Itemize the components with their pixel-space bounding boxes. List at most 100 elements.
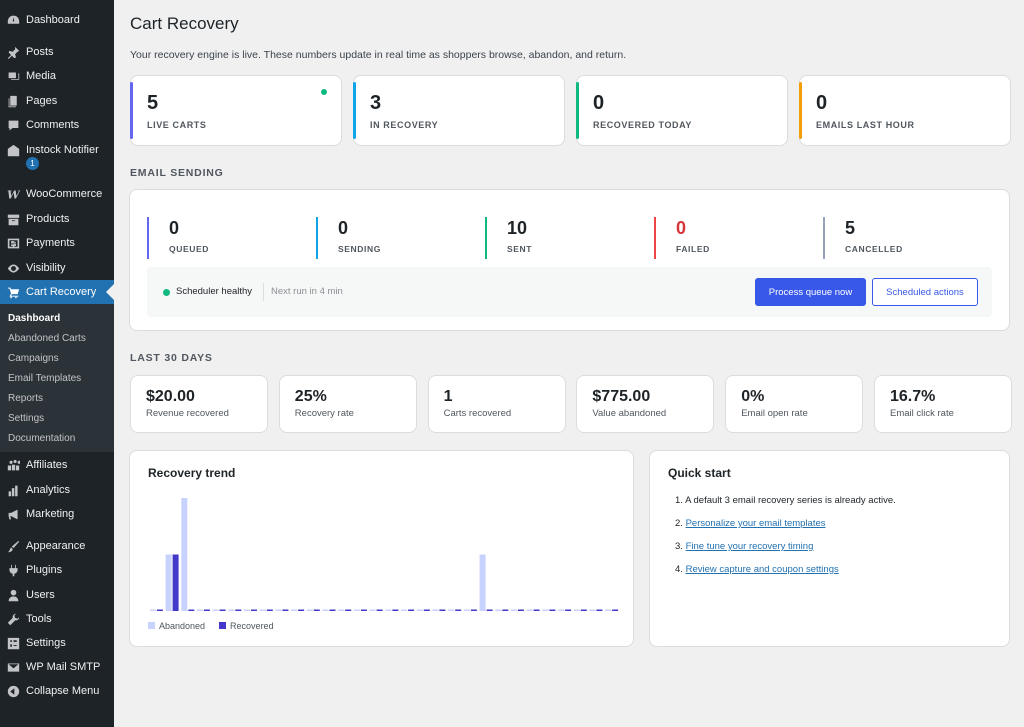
submenu-item-abandoned-carts[interactable]: Abandoned Carts (8, 333, 86, 344)
plug-icon (0, 564, 26, 577)
sidebar-item-collapse-menu[interactable]: Collapse Menu (0, 679, 114, 703)
bar-recovered-5 (219, 609, 226, 611)
submenu-item-campaigns[interactable]: Campaigns (8, 353, 59, 364)
bar-abandoned-3 (181, 498, 188, 611)
sidebar-item-settings[interactable]: Settings (0, 631, 114, 655)
submenu-item-dashboard[interactable]: Dashboard (8, 313, 61, 324)
wrench-icon (0, 613, 26, 626)
sidebar-item-wp-mail-smtp[interactable]: WP Mail SMTP (0, 655, 114, 679)
bar-abandoned-21 (463, 609, 470, 611)
scheduler-healthy-icon (163, 289, 170, 296)
quick-start-item: 2. Personalize your email templates (675, 518, 826, 529)
sidebar-item-analytics[interactable]: Analytics (0, 478, 114, 502)
scheduled-actions-button[interactable]: Scheduled actions (872, 278, 978, 306)
legend-item-recovered: Recovered (219, 621, 274, 631)
sidebar-item-label: Collapse Menu (26, 685, 100, 697)
sidebar-item-cart-recovery[interactable]: Cart Recovery (0, 280, 114, 304)
bar-abandoned-29 (589, 609, 596, 611)
active-indicator (106, 284, 114, 300)
sidebar-item-marketing[interactable]: Marketing (0, 502, 114, 526)
bar-recovered-28 (580, 609, 587, 611)
metric-label: Email click rate (890, 408, 954, 419)
bar-recovered-9 (282, 609, 289, 611)
sidebar-item-payments[interactable]: Payments (0, 231, 114, 255)
sidebar-item-woocommerce[interactable]: W WooCommerce (0, 182, 114, 206)
bar-abandoned-28 (573, 609, 580, 611)
bar-recovered-23 (502, 609, 509, 611)
sidebar-item-media[interactable]: Media (0, 64, 114, 88)
metric-label: Value abandoned (592, 408, 667, 419)
submenu-item-documentation[interactable]: Documentation (8, 433, 76, 444)
bar-recovered-27 (565, 609, 572, 611)
stat-value: 0 (816, 92, 828, 114)
bar-abandoned-14 (353, 609, 360, 611)
submenu-item-email-templates[interactable]: Email Templates (8, 373, 82, 384)
submenu-item-settings[interactable]: Settings (8, 413, 45, 424)
stat-label: IN RECOVERY (370, 120, 439, 130)
metric-value: 1 (443, 388, 453, 405)
bar-abandoned-27 (558, 609, 565, 611)
sidebar-item-dashboard[interactable]: Dashboard (0, 8, 114, 32)
sidebar-item-appearance[interactable]: Appearance (0, 534, 114, 558)
bar-recovered-30 (612, 609, 619, 611)
submenu-item-reports[interactable]: Reports (8, 393, 44, 404)
accent-bar (130, 82, 133, 139)
pages-icon (0, 95, 26, 108)
quick-start-link[interactable]: Fine tune your recovery timing (685, 541, 814, 552)
bar-abandoned-25 (526, 609, 533, 611)
quick-start-text: A default 3 email recovery series is alr… (685, 495, 896, 506)
sidebar-item-label: WooCommerce (26, 188, 103, 200)
quick-start-title: Quick start (668, 466, 731, 480)
metric-value: 0% (741, 388, 765, 405)
bar-recovered-19 (439, 609, 446, 611)
sidebar-item-label: Plugins (26, 564, 63, 576)
sidebar-item-posts[interactable]: Posts (0, 40, 114, 64)
bar-recovered-18 (423, 609, 430, 611)
sidebar-item-pages[interactable]: Pages (0, 89, 114, 113)
groups-icon (0, 459, 26, 472)
brush-icon (0, 540, 26, 553)
next-run-text: Next run in 4 min (271, 286, 343, 297)
recovery-trend-chart (149, 498, 619, 611)
sidebar-item-products[interactable]: Products (0, 207, 114, 231)
sidebar-item-label: Media (26, 70, 56, 82)
sidebar-item-label: Affiliates (26, 459, 68, 471)
chart-legend: Abandoned Recovered (148, 621, 274, 631)
accent-bar (576, 82, 579, 139)
metric-value: 25% (294, 388, 327, 405)
collapse-icon (0, 685, 26, 698)
quick-start-link[interactable]: Review capture and coupon settings (685, 564, 839, 575)
legend-swatch (148, 622, 155, 629)
sidebar-item-label: Analytics (26, 484, 71, 496)
email-stat-failed: 0 FAILED (654, 217, 710, 259)
sidebar-item-visibility[interactable]: Visibility (0, 256, 114, 280)
sidebar-item-tools[interactable]: Tools (0, 607, 114, 631)
bar-recovered-29 (596, 609, 603, 611)
bar-abandoned-10 (291, 609, 298, 611)
metric-label: Email open rate (741, 408, 808, 419)
bar-abandoned-9 (275, 609, 282, 611)
stat-card-emails-last-hour: 0 EMAILS LAST HOUR (799, 75, 1011, 146)
stat-value: 3 (370, 92, 382, 114)
divider (263, 283, 264, 301)
metric-value: $775.00 (592, 388, 651, 405)
pin-icon (0, 46, 26, 59)
bar-recovered-7 (251, 609, 257, 611)
bar-recovered-3 (188, 609, 195, 611)
sidebar-item-affiliates[interactable]: Affiliates (0, 453, 114, 477)
bar-abandoned-19 (432, 609, 439, 611)
metric-card-recovery-rate: 25% Recovery rate (278, 375, 417, 433)
sidebar-item-plugins[interactable]: Plugins (0, 558, 114, 582)
sidebar-item-comments[interactable]: Comments (0, 113, 114, 137)
metric-card-email-open-rate: 0% Email open rate (725, 375, 864, 433)
bar-abandoned-23 (495, 609, 502, 611)
legend-label: Abandoned (159, 621, 206, 631)
sidebar-item-users[interactable]: Users (0, 583, 114, 607)
stat-color-bar (147, 217, 149, 259)
stat-label: CANCELLED (845, 244, 903, 254)
quick-start-link[interactable]: Personalize your email templates (685, 518, 826, 529)
bar-abandoned-30 (605, 609, 612, 611)
sidebar-item-instock-notifier[interactable]: Instock Notifier (0, 138, 114, 162)
stat-card-live-carts: 5 LIVE CARTS (130, 75, 342, 146)
process-queue-button[interactable]: Process queue now (755, 278, 866, 306)
